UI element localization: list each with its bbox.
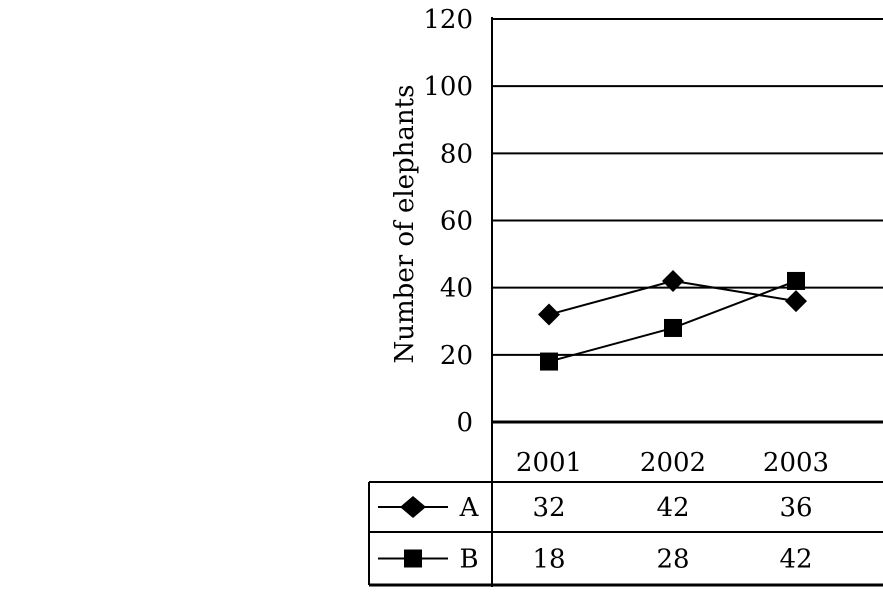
y-tick-label: 60 — [440, 207, 473, 237]
data-table-value: 36 — [779, 493, 812, 523]
y-axis-label: Number of elephants — [390, 85, 420, 364]
x-tick-label: 2003 — [763, 448, 829, 478]
data-point-B — [540, 352, 558, 371]
data-point-A — [785, 290, 807, 313]
x-tick-label: 2002 — [640, 448, 706, 478]
data-table-value: 32 — [532, 493, 565, 523]
data-table-value: 42 — [779, 545, 812, 575]
legend-marker-B — [404, 549, 422, 568]
y-tick-label: 80 — [440, 139, 473, 169]
data-table-value: 42 — [656, 493, 689, 523]
y-tick-label: 120 — [423, 5, 473, 35]
y-tick-label: 100 — [423, 72, 473, 102]
axis-layer: 0 20 40 60 80 100 120 2001 2002 2003 — [423, 5, 829, 587]
y-tick-label: 0 — [456, 408, 473, 438]
data-table: A 32 42 36 B 18 28 42 — [368, 481, 883, 587]
data-point-A — [538, 303, 560, 326]
legend-label: B — [459, 545, 478, 575]
legend-marker-A — [400, 496, 426, 518]
data-point-B — [664, 318, 682, 337]
data-point-A — [662, 269, 684, 292]
data-table-value: 28 — [656, 545, 689, 575]
x-tick-label: 2001 — [516, 448, 582, 478]
y-tick-label: 20 — [440, 341, 473, 371]
legend-label: A — [459, 493, 480, 523]
series-layer — [538, 269, 807, 371]
data-point-B — [787, 271, 805, 290]
y-tick-label: 40 — [440, 274, 473, 304]
data-table-value: 18 — [532, 545, 565, 575]
